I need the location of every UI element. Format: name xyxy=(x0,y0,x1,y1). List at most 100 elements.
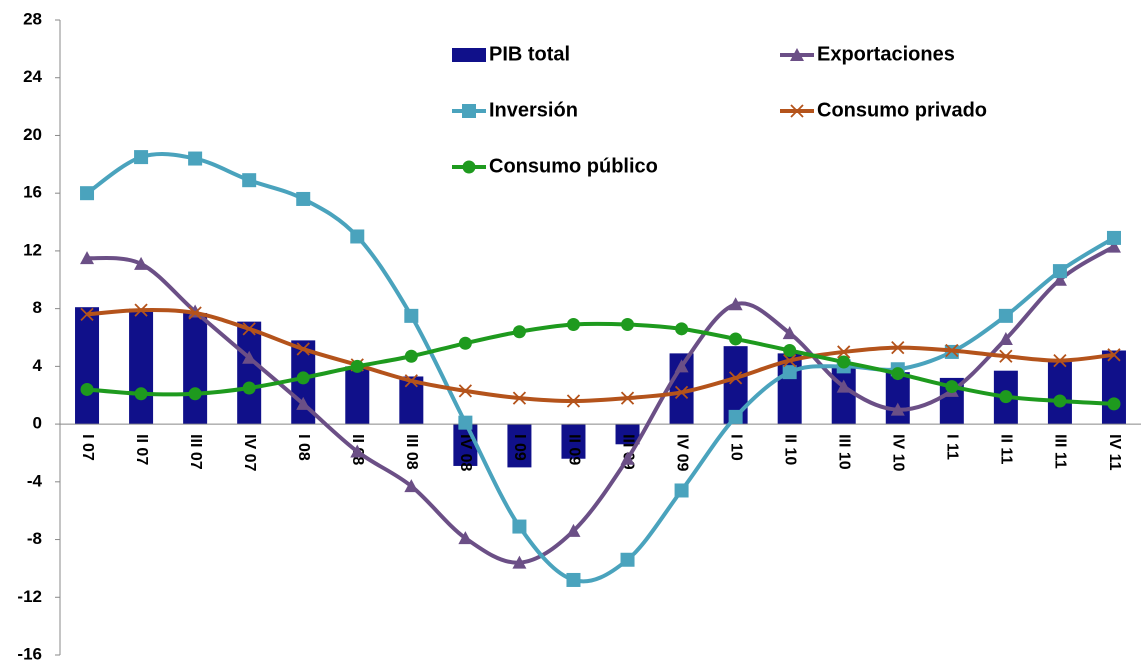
x-tick-label: IV 07 xyxy=(241,434,258,471)
point xyxy=(134,387,148,401)
x-tick-label: IV 09 xyxy=(673,434,690,471)
x-tick-label: II 07 xyxy=(133,434,150,465)
point xyxy=(134,303,148,317)
point xyxy=(188,306,202,320)
x-tick-label: II 11 xyxy=(998,434,1015,464)
x-tick-label: III 07 xyxy=(187,434,204,470)
y-tick-label: 28 xyxy=(23,9,42,28)
bar xyxy=(345,366,370,425)
point xyxy=(782,326,797,340)
point xyxy=(891,367,905,381)
point xyxy=(999,390,1013,404)
point xyxy=(566,318,580,332)
point xyxy=(80,186,95,201)
y-tick-label: 4 xyxy=(33,356,43,375)
x-tick-label: III 11 xyxy=(1052,434,1069,469)
point xyxy=(350,229,365,244)
point xyxy=(998,331,1013,345)
point xyxy=(728,297,743,311)
legend-label: Inversión xyxy=(489,99,578,121)
point xyxy=(783,343,797,357)
point xyxy=(134,256,149,270)
point xyxy=(296,191,311,206)
legend-marker xyxy=(462,160,476,174)
point xyxy=(837,355,851,369)
point xyxy=(1052,272,1067,286)
point xyxy=(1106,239,1121,253)
point xyxy=(296,371,310,385)
point xyxy=(837,345,851,359)
point xyxy=(999,349,1013,363)
x-tick-label: I 10 xyxy=(727,434,744,461)
point xyxy=(675,322,689,336)
point xyxy=(783,353,797,368)
point xyxy=(1053,353,1067,368)
point xyxy=(404,349,418,363)
point xyxy=(998,308,1013,323)
y-tick-label: 16 xyxy=(23,183,42,202)
point xyxy=(350,444,365,458)
bar xyxy=(237,321,262,425)
x-tick-label: IV 11 xyxy=(1106,434,1123,471)
legend-marker xyxy=(790,48,804,61)
point xyxy=(782,365,797,380)
x-tick-label: III 08 xyxy=(403,434,420,470)
bar xyxy=(129,308,154,425)
line xyxy=(86,307,1115,404)
point xyxy=(1107,348,1121,362)
point xyxy=(296,396,311,410)
line xyxy=(86,244,1116,565)
point xyxy=(729,332,743,346)
y-tick-label: -16 xyxy=(17,644,42,662)
x-tick-label: I 09 xyxy=(511,434,528,461)
point xyxy=(512,519,527,534)
y-tick-label: 12 xyxy=(23,240,42,259)
legend-marker xyxy=(790,104,804,118)
point xyxy=(620,451,635,465)
line xyxy=(85,152,1116,584)
y-tick-label: 20 xyxy=(23,125,42,144)
point xyxy=(566,394,581,408)
point xyxy=(242,350,257,364)
point xyxy=(404,479,419,493)
point xyxy=(620,391,635,405)
point xyxy=(80,307,94,322)
point xyxy=(404,308,419,323)
x-tick-label: IV 10 xyxy=(890,434,907,471)
legend-label: Consumo público xyxy=(489,155,658,177)
point xyxy=(1052,264,1067,279)
point xyxy=(458,336,472,350)
y-tick-label: -12 xyxy=(17,587,42,606)
point xyxy=(80,251,95,265)
point xyxy=(674,385,689,399)
point xyxy=(512,555,527,569)
point xyxy=(945,380,959,394)
point xyxy=(890,402,905,416)
x-tick-label: IV 08 xyxy=(457,434,474,471)
bar xyxy=(561,424,586,459)
y-tick-label: 8 xyxy=(33,298,42,317)
point xyxy=(1106,230,1121,245)
x-tick-label: III 10 xyxy=(835,434,852,470)
y-tick-label: 0 xyxy=(33,414,42,433)
point xyxy=(134,150,149,165)
legend-label: PIB total xyxy=(489,43,570,65)
point xyxy=(891,340,905,355)
legend-marker xyxy=(462,104,476,118)
point xyxy=(621,318,635,332)
point xyxy=(620,552,635,567)
bar xyxy=(507,424,532,468)
point xyxy=(458,415,473,430)
bar xyxy=(75,307,100,425)
point xyxy=(404,374,418,388)
bar xyxy=(183,312,208,425)
point xyxy=(80,382,94,396)
y-tick-label: -8 xyxy=(27,529,42,548)
point xyxy=(1107,397,1121,411)
legend-swatch xyxy=(452,48,486,62)
point xyxy=(1053,394,1067,408)
point xyxy=(296,342,310,356)
point xyxy=(566,523,581,537)
point xyxy=(242,322,256,336)
